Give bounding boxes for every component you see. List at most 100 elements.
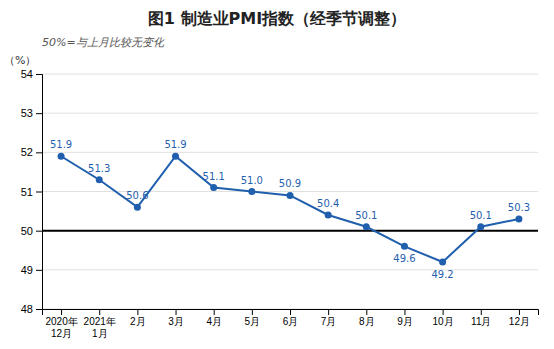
y-tick-mark <box>36 309 42 310</box>
point <box>287 192 294 199</box>
y-tick-mark <box>36 192 42 193</box>
data-label: 51.1 <box>203 171 225 182</box>
grid-line <box>42 230 538 231</box>
x-tick-label-line: 5月 <box>245 316 261 327</box>
grid-line <box>42 74 538 75</box>
y-axis-label: （%） <box>4 54 36 67</box>
y-tick-mark <box>36 231 42 232</box>
x-tick: 9月 <box>397 309 413 327</box>
data-label: 50.9 <box>279 178 301 189</box>
x-tick: 3月 <box>168 309 184 327</box>
x-tick: 12月 <box>509 309 530 327</box>
y-axis-line <box>36 75 43 310</box>
title: 图1 制造业PMI指数（经季节调整） <box>148 9 406 28</box>
chart-container: 图1 制造业PMI指数（经季节调整） 50%=与上月比较无变化 （%） 48 49 50 5… <box>0 0 554 349</box>
y-tick: 49 <box>21 264 42 276</box>
grid <box>42 74 538 309</box>
point <box>210 184 217 191</box>
x-tick-label: 6月 <box>283 316 299 327</box>
data-label: 50.1 <box>355 210 377 221</box>
x-tick-mark <box>252 309 253 315</box>
x-tick: 8月 <box>359 309 375 327</box>
x-tick-label-line: 12月 <box>509 316 530 327</box>
data-label: 51.9 <box>164 139 186 150</box>
y-tick: 51 <box>21 186 42 198</box>
y-tick: 50 <box>21 225 42 237</box>
y-tick-label: 51 <box>21 186 33 198</box>
y-tick-label: 48 <box>21 303 33 315</box>
x-tick-label-line: 4月 <box>206 316 222 327</box>
data-label: 51.9 <box>50 139 72 150</box>
x-tick-label-line: 7月 <box>321 316 337 327</box>
x-tick-label-line: 12月 <box>51 328 72 339</box>
x-tick: 2021年1月 <box>84 309 116 339</box>
y-tick-label: 52 <box>21 146 33 158</box>
x-tick-label: 2021年1月 <box>84 316 116 339</box>
data-label: 50.3 <box>508 202 530 213</box>
x-tick-label-line: 2月 <box>130 316 146 327</box>
x-tick-label: 10月 <box>433 316 454 327</box>
x-tick: 11月 <box>471 309 491 327</box>
data-label: 50.6 <box>126 190 148 201</box>
data-label: 51.3 <box>88 163 110 174</box>
x-tick-label: 11月 <box>471 316 491 327</box>
x-tick-label-line: 11月 <box>471 316 491 327</box>
x-tick-label-line: 1月 <box>92 328 108 339</box>
point <box>477 223 484 230</box>
x-tick: 10月 <box>433 309 454 327</box>
y-tick: 53 <box>21 107 42 119</box>
plot-area: 48 49 50 51 52 53 54 2020年12月 2021年1月 2月 3月 4月 5月 6月 7… <box>21 68 539 339</box>
y-tick-label: 54 <box>21 68 33 80</box>
y-tick-label: 50 <box>21 225 33 237</box>
point <box>96 176 103 183</box>
x-tick-label-line: 8月 <box>359 316 375 327</box>
data-label: 49.2 <box>431 269 453 280</box>
x-axis: 2020年12月 2021年1月 2月 3月 4月 5月 6月 7月 8月 9月 10月 11月 12月 <box>43 309 539 339</box>
x-tick: 4月 <box>206 309 222 327</box>
x-tick-label-line: 10月 <box>433 316 454 327</box>
grid-line <box>42 152 538 153</box>
x-tick: 5月 <box>245 309 261 327</box>
x-tick: 7月 <box>321 309 337 327</box>
x-tick-label: 12月 <box>509 316 530 327</box>
point <box>439 259 446 266</box>
x-tick-label: 2月 <box>130 316 146 327</box>
grid-line <box>42 113 538 114</box>
point <box>325 212 332 219</box>
marks <box>42 153 538 266</box>
data-label: 50.1 <box>470 210 492 221</box>
point <box>515 215 522 222</box>
x-tick: 2020年12月 <box>45 309 77 339</box>
point <box>248 188 255 195</box>
y-tick-mark <box>36 113 42 114</box>
x-tick-label: 5月 <box>245 316 261 327</box>
x-tick-mark <box>137 309 138 315</box>
point <box>58 153 65 160</box>
x-axis-line <box>43 310 539 316</box>
y-tick-label: 49 <box>21 264 33 276</box>
subtitle: 50%=与上月比较无变化 <box>42 36 165 49</box>
x-tick-mark <box>404 309 405 315</box>
reference-line <box>42 230 538 232</box>
x-tick-label: 7月 <box>321 316 337 327</box>
point <box>134 204 141 211</box>
x-tick-label-line: 9月 <box>397 316 413 327</box>
y-axis: 48 49 50 51 52 53 54 <box>21 68 43 315</box>
x-tick-mark <box>366 309 367 315</box>
chart-svg: 图1 制造业PMI指数（经季节调整） 50%=与上月比较无变化 （%） 48 49 50 5… <box>0 0 554 349</box>
y-tick-mark <box>36 270 42 271</box>
x-tick-mark <box>443 309 444 315</box>
x-tick-label: 8月 <box>359 316 375 327</box>
y-tick-mark <box>36 74 42 75</box>
x-tick-label: 2020年12月 <box>45 316 77 339</box>
point <box>172 153 179 160</box>
data-label: 51.0 <box>241 175 263 186</box>
x-tick-label: 3月 <box>168 316 184 327</box>
x-tick-mark <box>176 309 177 315</box>
x-tick: 6月 <box>283 309 299 327</box>
x-tick-label: 4月 <box>206 316 222 327</box>
x-tick-mark <box>214 309 215 315</box>
x-tick-mark <box>61 309 62 315</box>
x-tick-mark <box>481 309 482 315</box>
y-tick-label: 53 <box>21 107 33 119</box>
